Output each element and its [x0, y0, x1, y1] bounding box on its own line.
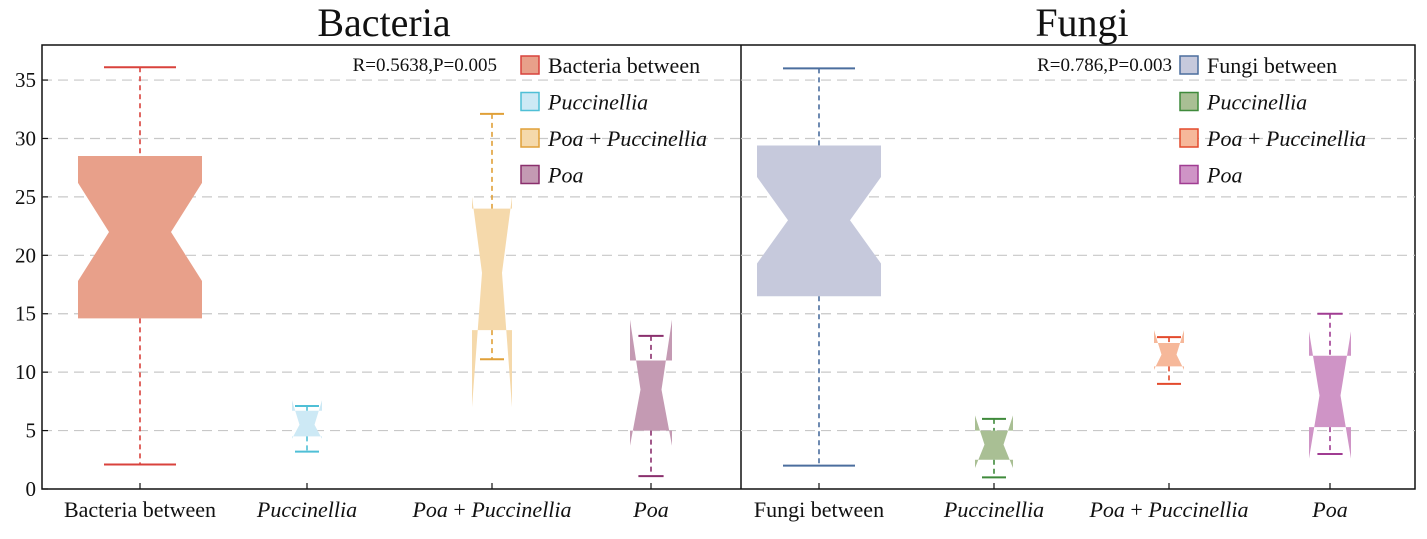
- legend-label: Poa + Puccinellia: [547, 126, 707, 151]
- category-label: Poa: [632, 497, 668, 522]
- category-label: Puccinellia: [256, 497, 357, 522]
- legend-label: Puccinellia: [547, 90, 648, 115]
- legend-label-part: +: [583, 126, 606, 151]
- category-label: Puccinellia: [943, 497, 1044, 522]
- panel-title: Bacteria: [317, 0, 450, 45]
- legend-label-part: Puccinellia: [606, 126, 707, 151]
- box-2: [975, 415, 1013, 468]
- legend-label-part: Bacteria between: [548, 53, 700, 78]
- legend-label-part: Puccinellia: [1265, 126, 1366, 151]
- stat-annotation: R=0.786,P=0.003: [1037, 55, 1172, 76]
- box-3: [1154, 330, 1184, 370]
- category-label-part: Puccinellia: [470, 497, 571, 522]
- legend-label: Poa: [547, 163, 583, 188]
- stat-annotation: R=0.5638,P=0.005: [353, 55, 497, 76]
- legend-label-part: Poa: [1206, 126, 1242, 151]
- category-label-part: Puccinellia: [1147, 497, 1248, 522]
- legend-label-part: Poa: [547, 163, 583, 188]
- y-tick-label: 20: [15, 243, 36, 267]
- legend-label-part: Puccinellia: [1206, 90, 1307, 115]
- category-label: Poa + Puccinellia: [411, 497, 571, 522]
- category-label: Bacteria between: [64, 497, 216, 522]
- box-4: [630, 319, 672, 446]
- legend-swatch: [520, 164, 540, 185]
- category-label-part: Poa: [411, 497, 447, 522]
- panel-title: Fungi: [1035, 0, 1128, 45]
- category-label-part: Poa: [1311, 497, 1347, 522]
- legend-label: Bacteria between: [548, 53, 700, 78]
- legend-label-part: Puccinellia: [547, 90, 648, 115]
- category-label-part: Poa: [632, 497, 668, 522]
- legend-swatch: [1179, 164, 1199, 185]
- legend-swatch: [1179, 128, 1199, 148]
- y-tick-label: 5: [26, 419, 37, 443]
- legend-label: Poa: [1206, 163, 1242, 188]
- legend-label: Puccinellia: [1206, 90, 1307, 115]
- legend-swatch: [520, 55, 540, 75]
- y-tick-label: 25: [15, 185, 36, 209]
- legend-label: Poa + Puccinellia: [1206, 126, 1366, 151]
- category-label: Fungi between: [754, 497, 884, 522]
- category-label-part: Bacteria between: [64, 497, 216, 522]
- category-label: Poa: [1311, 497, 1347, 522]
- legend-swatch: [520, 128, 540, 148]
- y-tick-label: 15: [15, 302, 36, 326]
- legend-label-part: Poa: [547, 126, 583, 151]
- legend-label: Fungi between: [1207, 53, 1337, 78]
- box-3: [472, 196, 512, 408]
- y-tick-label: 0: [26, 477, 37, 501]
- legend-label-part: Poa: [1206, 163, 1242, 188]
- category-label-part: Poa: [1088, 497, 1124, 522]
- category-label-part: Puccinellia: [256, 497, 357, 522]
- category-label-part: +: [1125, 497, 1148, 522]
- category-label-part: +: [448, 497, 471, 522]
- y-tick-label: 10: [15, 360, 36, 384]
- category-label-part: Fungi between: [754, 497, 884, 522]
- legend-swatch: [1179, 91, 1199, 112]
- category-label-part: Puccinellia: [943, 497, 1044, 522]
- legend-label-part: +: [1242, 126, 1265, 151]
- box-4: [1309, 331, 1351, 459]
- legend-label-part: Fungi between: [1207, 53, 1337, 78]
- box-2: [292, 400, 322, 439]
- legend-swatch: [1179, 55, 1199, 75]
- category-label: Poa + Puccinellia: [1088, 497, 1248, 522]
- y-tick-label: 35: [15, 68, 36, 92]
- plot-frame: [41, 44, 1416, 490]
- box-1: [757, 145, 881, 297]
- box-1: [78, 156, 202, 319]
- legend-swatch: [520, 91, 540, 112]
- y-tick-label: 30: [15, 126, 36, 150]
